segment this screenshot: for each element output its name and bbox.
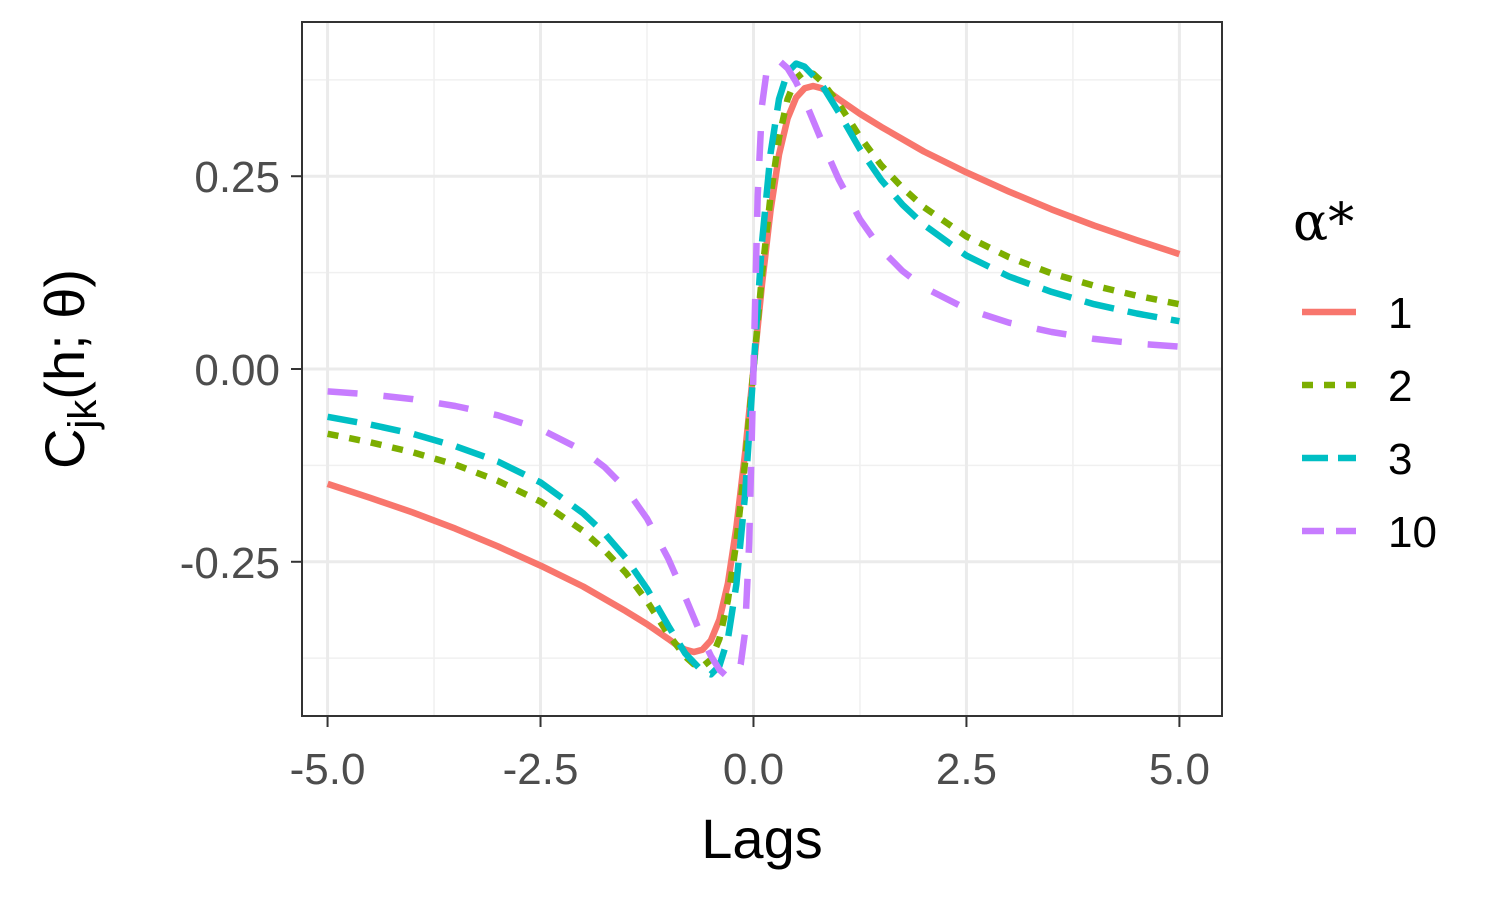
x-tick-label: -5.0	[290, 745, 366, 794]
series-line-alpha-10	[327, 55, 1180, 683]
legend: α* 1 2 3 10	[1293, 193, 1437, 557]
x-axis-title: Lags	[701, 807, 822, 870]
x-tick-label: 5.0	[1149, 745, 1210, 794]
legend-label-alpha-10: 10	[1388, 508, 1437, 557]
x-tick-label: 0.0	[723, 745, 784, 794]
axes-layer: -5.0 -2.5 0.0 2.5 5.0 -0.25 0.00 0.25	[180, 153, 1210, 794]
series-layer	[326, 55, 1181, 683]
legend-label-alpha-3: 3	[1388, 435, 1412, 484]
x-tick-label: 2.5	[936, 745, 997, 794]
y-axis-title-main: C	[33, 429, 96, 469]
y-tick-label: 0.00	[194, 346, 280, 395]
legend-label-alpha-2: 2	[1388, 362, 1412, 411]
plot-panel	[302, 22, 1222, 716]
legend-items: 1 2 3 10	[1302, 289, 1437, 557]
y-axis-title-subscript: jk	[61, 399, 105, 430]
y-tick-label: -0.25	[180, 539, 280, 588]
y-axis-title-rest: (h; θ)	[33, 269, 96, 400]
y-tick-label: 0.25	[194, 153, 280, 202]
x-tick-label: -2.5	[503, 745, 579, 794]
y-axis-title: Cjk(h; θ)	[33, 269, 105, 469]
legend-label-alpha-1: 1	[1388, 289, 1412, 338]
legend-title: α*	[1293, 193, 1354, 253]
